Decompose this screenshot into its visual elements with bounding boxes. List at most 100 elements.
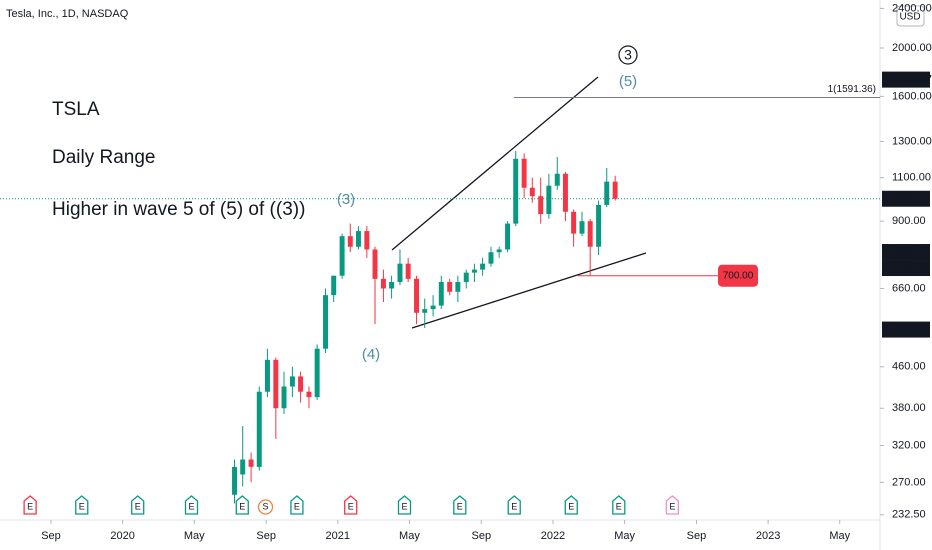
event-label: E (511, 501, 517, 511)
candle-body (306, 391, 312, 398)
candle-body (587, 221, 593, 247)
fib-level-label: 1(1591.36) (828, 84, 876, 95)
y-tick-label: 2000.00 (892, 42, 932, 54)
event-label: S (262, 501, 268, 511)
event-marker (397, 495, 412, 515)
wave-label: (4) (362, 346, 380, 363)
candle-body (364, 231, 370, 250)
price-tag-box (882, 260, 930, 277)
y-tick-label: 2400.00 (892, 2, 932, 14)
event-label: E (188, 501, 194, 511)
candle-body (521, 158, 527, 188)
wave-label: 3 (624, 47, 632, 63)
candle-body (339, 236, 345, 276)
candle-body (380, 278, 386, 289)
wave-circle (618, 45, 638, 65)
candle-body (430, 305, 436, 310)
y-tick-label: 460.00 (892, 361, 926, 373)
event-marker (235, 495, 249, 515)
candle-body (232, 466, 238, 495)
price-tag-label: 546.09 (892, 323, 926, 335)
candle-body (331, 275, 337, 296)
x-tick-label: 2021 (326, 530, 350, 542)
candle-body (256, 391, 262, 467)
trend-line (391, 76, 599, 251)
price-level-label: 700.00 (723, 270, 754, 281)
event-label: E (239, 501, 245, 511)
event-marker (131, 495, 145, 515)
candle-body (529, 187, 535, 197)
wave-label: (3) (337, 191, 355, 208)
event-label: E (348, 501, 354, 511)
x-tick-label: May (399, 530, 420, 542)
candle-body (579, 221, 585, 234)
candle-body (414, 278, 420, 313)
candle-body (389, 281, 395, 289)
candle-body (612, 181, 618, 199)
event-marker (75, 495, 89, 515)
event-marker (257, 499, 274, 515)
note: Higher in wave 5 of (5) of ((3)) (52, 199, 305, 220)
currency-box[interactable] (896, 5, 925, 27)
x-tick-label: 2022 (541, 530, 565, 542)
candle-body (604, 181, 610, 205)
note: Daily Range (52, 147, 156, 168)
chart-title: Tesla, Inc., 1D, NASDAQ (6, 8, 129, 20)
candle-body (405, 263, 411, 279)
candle-body (455, 281, 461, 292)
event-marker (453, 495, 467, 515)
price-tag-box (882, 244, 930, 261)
price-tag-box (882, 71, 930, 88)
x-tick-label: May (829, 530, 850, 542)
candle-body (273, 359, 279, 409)
event-marker (564, 495, 578, 515)
y-tick-label: 660.00 (892, 282, 926, 294)
candle-body (397, 263, 403, 282)
x-tick-label: Sep (472, 530, 492, 542)
price-tag-box (882, 190, 930, 207)
event-label: E (616, 501, 622, 511)
candle-body (596, 204, 602, 247)
event-label: E (457, 501, 463, 511)
event-marker (344, 495, 358, 515)
event-label: E (568, 501, 574, 511)
candle-body (496, 249, 502, 253)
candle-body (505, 223, 511, 250)
candle-body (264, 359, 270, 392)
candle-body (355, 231, 361, 247)
event-label: E (27, 501, 33, 511)
candle-body (463, 272, 469, 282)
y-tick-label: 270.00 (892, 476, 926, 488)
x-tick-label: 2020 (110, 530, 134, 542)
x-tick-label: 2023 (756, 530, 780, 542)
event-label: E (135, 501, 141, 511)
price-tag-box (882, 321, 930, 338)
candle-body (438, 281, 444, 306)
event-label: E (79, 501, 85, 511)
candle-body (554, 173, 560, 186)
candle-body (538, 196, 544, 215)
wave-label: (5) (619, 73, 637, 90)
y-tick-label: 1300.00 (892, 135, 932, 147)
x-tick-label: May (184, 530, 205, 542)
candle-body (513, 158, 519, 224)
event-marker (290, 495, 304, 515)
candle-body (471, 269, 477, 273)
candle-body (488, 252, 494, 264)
event-label: E (669, 501, 675, 511)
price-tag-label: 1728.57 (892, 74, 932, 86)
event-marker (665, 495, 680, 515)
candle-body (314, 348, 320, 398)
x-tick-label: May (614, 530, 635, 542)
x-tick-label: Sep (41, 530, 61, 542)
event-marker (23, 495, 37, 515)
candle-body (347, 236, 353, 247)
y-tick-label: 900.00 (892, 215, 926, 227)
candle-body (248, 459, 254, 467)
candle-body (562, 173, 568, 212)
candle-body (372, 249, 378, 279)
candle-body (323, 295, 329, 349)
y-tick-label: 1100.00 (892, 172, 931, 184)
event-label: E (401, 501, 407, 511)
